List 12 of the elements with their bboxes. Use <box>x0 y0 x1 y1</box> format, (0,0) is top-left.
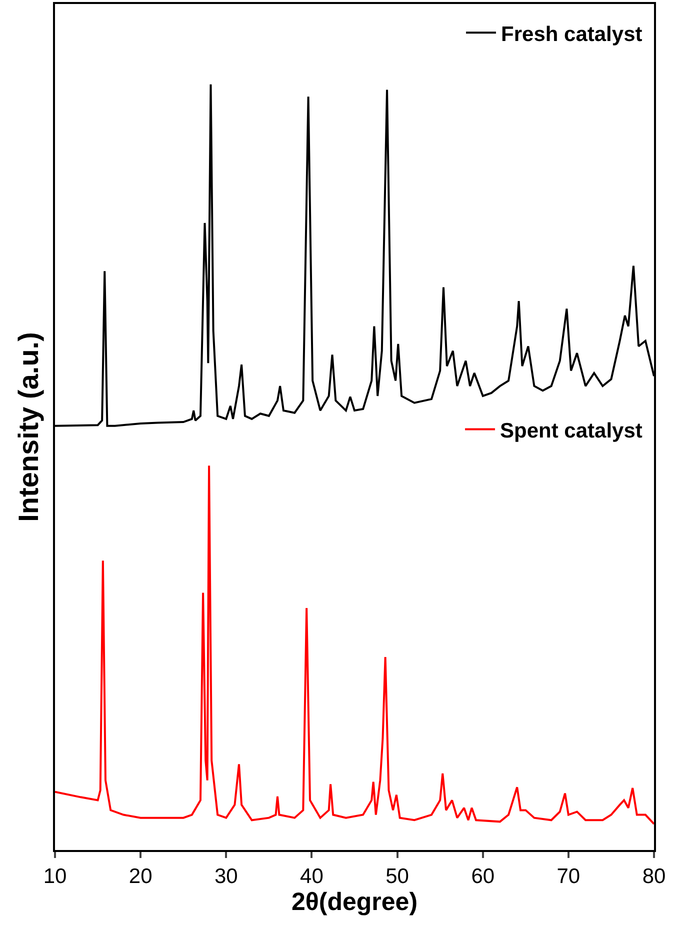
legend-label: Spent catalyst <box>500 419 642 442</box>
x-tick-label: 20 <box>128 865 152 888</box>
x-tick-label: 40 <box>300 865 324 888</box>
y-axis-title: Intensity (a.u.) <box>13 332 44 522</box>
x-tick-label: 80 <box>642 865 666 888</box>
x-tick-label: 10 <box>43 865 67 888</box>
x-tick-label: 60 <box>471 865 495 888</box>
legend-label: Fresh catalyst <box>501 22 642 46</box>
x-axis-title: 2θ(degree) <box>291 888 418 916</box>
x-tick-label: 50 <box>386 865 409 888</box>
x-tick-label: 30 <box>214 865 238 888</box>
x-tick-label: 70 <box>556 865 580 888</box>
